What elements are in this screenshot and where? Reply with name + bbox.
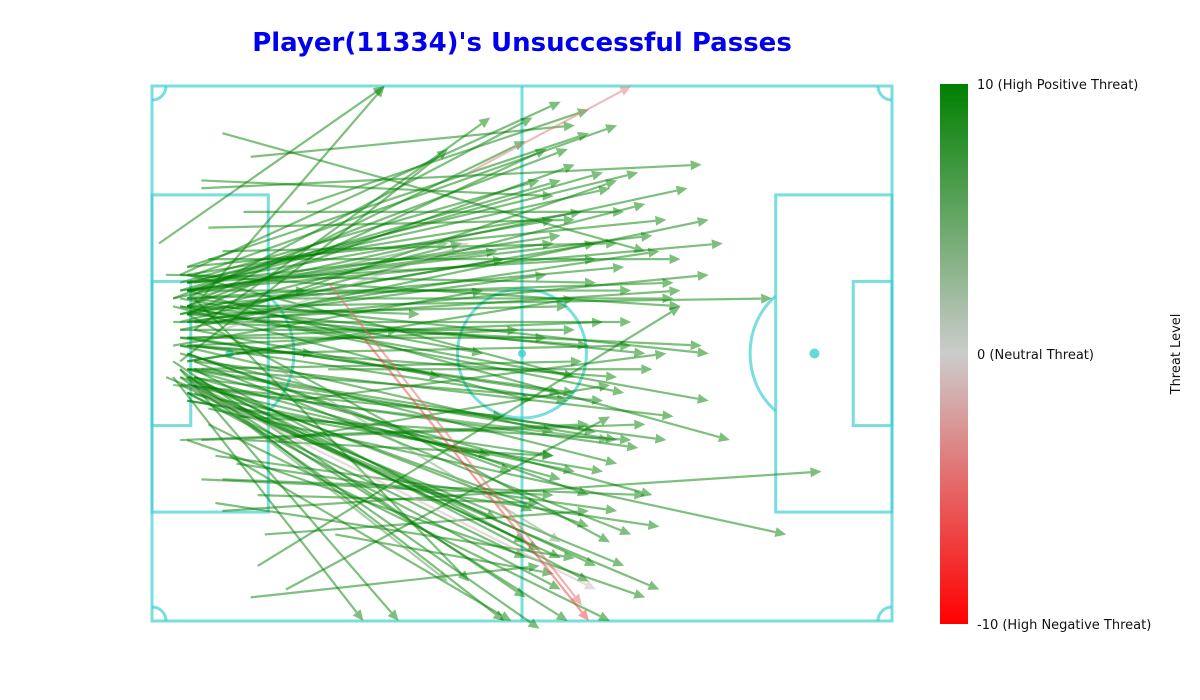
colorbar-tick-high: 10 (High Positive Threat): [977, 78, 1138, 93]
pass-head: [585, 255, 596, 265]
pass-head: [627, 441, 639, 451]
pass-arrow: [251, 121, 575, 156]
pass-head: [606, 504, 618, 514]
pass-head: [570, 209, 582, 219]
pass-head: [697, 394, 709, 404]
pass-head: [549, 232, 561, 242]
threat-colorbar: 10 (High Positive Threat) 0 (Neutral Thr…: [940, 78, 1184, 633]
right-goal-area: [853, 281, 892, 425]
pass-head: [606, 371, 617, 381]
pass-head: [690, 160, 701, 170]
colorbar-label: Threat Level: [1169, 314, 1184, 396]
pass-head: [577, 518, 589, 527]
pass-head: [634, 420, 645, 430]
pass-head: [605, 124, 617, 133]
pass-head: [592, 317, 603, 327]
pass-head: [633, 202, 645, 212]
colorbar-tick-low: -10 (High Negative Threat): [977, 618, 1151, 633]
pass-head: [641, 364, 652, 374]
pass-head: [711, 239, 722, 249]
right-penalty-arc: [750, 296, 776, 411]
pass-head: [556, 611, 568, 621]
pass-head: [563, 121, 574, 131]
pass-head: [591, 171, 603, 181]
colorbar-gradient: [940, 84, 968, 624]
pass-head: [613, 263, 624, 273]
pass-head: [655, 434, 667, 444]
pass-arrow: [251, 562, 540, 597]
pass-head: [655, 350, 667, 360]
pass-head: [670, 254, 681, 264]
pass-head: [620, 317, 631, 327]
colorbar-tick-neutral: 0 (Neutral Threat): [977, 348, 1094, 363]
pass-head: [718, 432, 730, 442]
pass-head: [605, 456, 617, 466]
left-goal-area: [152, 281, 191, 425]
pass-shaft: [187, 385, 586, 585]
pass-head: [605, 179, 617, 188]
pass-head: [478, 117, 490, 127]
pass-head: [556, 148, 568, 157]
pass-head: [626, 170, 638, 180]
center-spot: [518, 350, 526, 358]
pass-head: [591, 465, 603, 475]
corner-arc-bl: [152, 607, 166, 621]
corner-arc-tl: [152, 86, 166, 100]
pass-head: [669, 286, 680, 296]
pass-head: [633, 589, 645, 598]
pass-head: [697, 271, 708, 281]
pass-head: [662, 410, 673, 420]
pass-head: [697, 347, 708, 357]
pass-head: [697, 217, 709, 227]
pass-head: [542, 450, 553, 460]
corner-arc-tr: [878, 86, 892, 100]
pass-head: [564, 325, 575, 335]
pass-head: [612, 386, 624, 396]
pass-arrows: [159, 86, 821, 629]
corner-arc-br: [878, 607, 892, 621]
pass-head: [810, 467, 821, 477]
right-penalty-spot: [809, 349, 819, 359]
pass-head: [774, 527, 786, 537]
pass-head: [535, 271, 547, 281]
pass-head: [648, 520, 660, 530]
pass-head: [676, 186, 688, 196]
right-penalty-area: [776, 195, 892, 512]
pass-head: [549, 472, 561, 482]
pass-head: [655, 216, 666, 226]
